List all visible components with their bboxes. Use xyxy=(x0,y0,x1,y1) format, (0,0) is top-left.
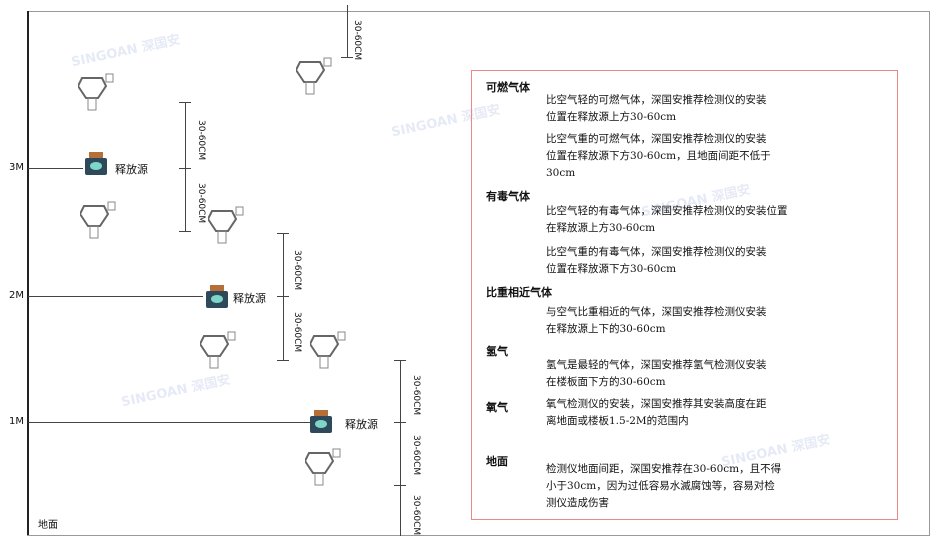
section-text: 氢气是最轻的气体，深国安推荐氢气检测仪安装 在楼板面下方的30-60cm xyxy=(546,359,767,388)
source-label: 释放源 xyxy=(233,292,266,305)
dimension-line xyxy=(400,360,401,536)
dimension-tick xyxy=(179,102,191,103)
dimension-label: 30-60CM xyxy=(292,312,302,353)
section-text: 检测仪地面间距，深国安推荐在30-60cm，且不得 小于30cm，因为过低容易水… xyxy=(546,463,782,509)
section-text: 比空气轻的可燃气体，深国安推荐检测仪的安装 位置在释放源上方30-60cm xyxy=(546,94,767,123)
gas-detector-icon xyxy=(296,57,332,95)
gas-detector-icon xyxy=(80,201,116,239)
section-text: 与空气比重相近的气体，深国安推荐检测仪安装 在释放源上下的30-60cm xyxy=(546,306,767,335)
dimension-tick xyxy=(394,360,406,361)
gas-detector-icon xyxy=(208,206,244,244)
dimension-tick xyxy=(394,422,406,423)
section-heading: 氧气 xyxy=(486,401,508,414)
dimension-label: 30-60CM xyxy=(292,250,302,291)
gas-source-icon xyxy=(310,410,332,433)
gas-detector-icon xyxy=(305,448,341,486)
section-heading: 地面 xyxy=(486,455,508,468)
gas-source-icon xyxy=(206,285,228,308)
section-heading: 有毒气体 xyxy=(486,190,530,203)
dimension-tick xyxy=(179,231,191,232)
dimension-label: 30-60CM xyxy=(411,435,421,476)
gas-detector-icon xyxy=(310,331,346,369)
dimension-tick xyxy=(277,296,289,297)
dimension-tick xyxy=(277,233,289,234)
section-text: 比空气轻的有毒气体，深国安推荐检测仪的安装位置 在释放源上方30-60cm xyxy=(546,205,788,234)
section-text: 比空气重的可燃气体，深国安推荐检测仪的安装 位置在释放源下方30-60cm，且地… xyxy=(546,133,771,179)
dimension-line xyxy=(283,233,284,361)
gas-source-icon xyxy=(85,152,107,175)
level-1m: 1M xyxy=(9,416,24,427)
section-heading: 可燃气体 xyxy=(486,81,530,94)
right-border xyxy=(929,11,930,536)
section-heading: 比重相近气体 xyxy=(486,286,552,299)
dimension-tick xyxy=(179,168,191,169)
section-text: 氧气检测仪的安装，深国安推荐其安装高度在距 离地面或楼板1.5-2M的范围内 xyxy=(546,398,767,427)
gas-detector-icon xyxy=(78,73,114,111)
watermark: SINGOAN 深国安 xyxy=(70,32,182,71)
dimension-tick xyxy=(341,57,353,58)
ground-label: 地面 xyxy=(38,520,58,531)
level-3m-line xyxy=(28,168,83,169)
dimension-line xyxy=(347,5,348,58)
level-1m-line xyxy=(28,422,310,423)
level-2m-line xyxy=(28,296,203,297)
dimension-tick xyxy=(394,485,406,486)
level-3m: 3M xyxy=(9,162,24,173)
dimension-label: 30-60CM xyxy=(411,375,421,416)
section-heading: 氢气 xyxy=(486,345,508,358)
source-label: 释放源 xyxy=(115,163,148,176)
ground-line xyxy=(27,535,930,536)
level-2m: 2M xyxy=(9,290,24,301)
installation-guide-panel: 可燃气体 比空气轻的可燃气体，深国安推荐检测仪的安装 位置在释放源上方30-60… xyxy=(471,70,898,520)
dimension-tick xyxy=(277,360,289,361)
ceiling-line xyxy=(27,11,930,12)
dimension-label: 30-60CM xyxy=(352,20,362,61)
wall-line xyxy=(27,11,29,536)
source-label: 释放源 xyxy=(345,418,378,431)
watermark: SINGOAN 深国安 xyxy=(120,372,232,411)
dimension-line xyxy=(185,102,186,232)
gas-detector-icon xyxy=(200,331,236,369)
dimension-label: 30-60CM xyxy=(196,183,206,224)
section-text: 比空气重的有毒气体，深国安推荐检测仪的安装 位置在释放源下方30-60cm xyxy=(546,246,767,275)
dimension-label: 30-60CM xyxy=(196,120,206,161)
dimension-label: 30-60CM xyxy=(411,495,421,536)
